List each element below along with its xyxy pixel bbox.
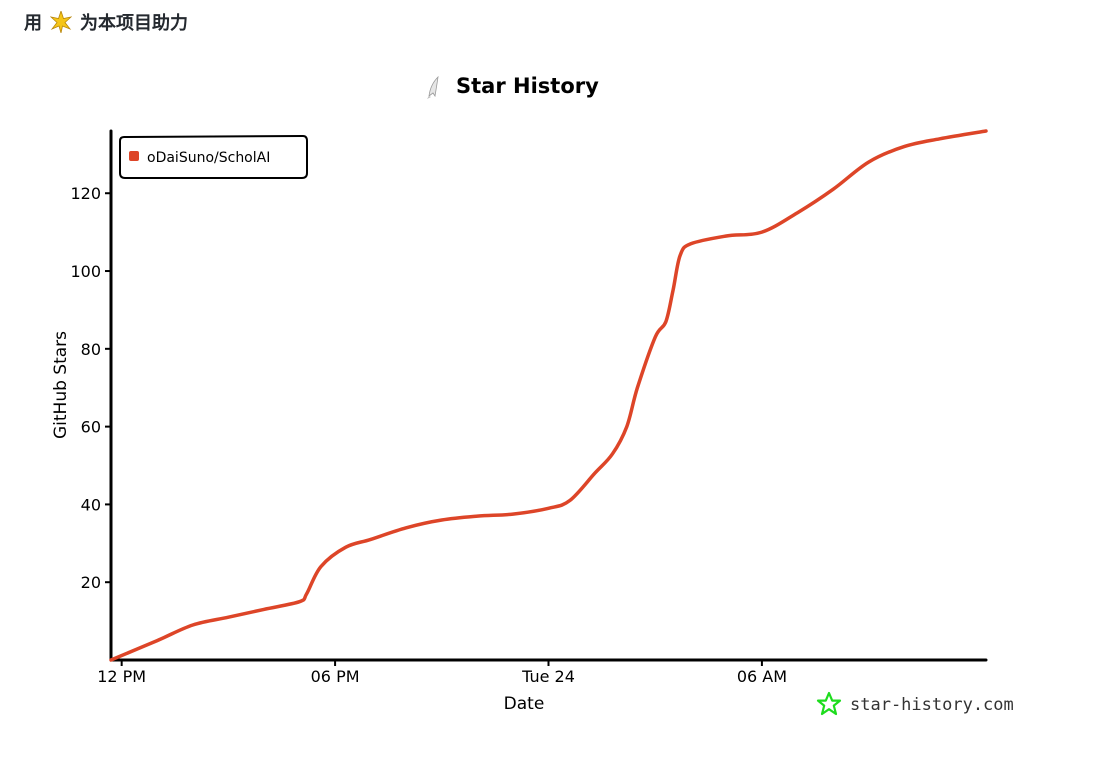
chart-title: Star History (456, 74, 599, 98)
sparkle-star-icon (50, 11, 72, 33)
x-axis-label: Date (504, 694, 545, 714)
legend-label: oDaiSuno/ScholAI (147, 150, 270, 166)
branding-text: star-history.com (850, 695, 1014, 715)
x-tick-label: 06 AM (737, 667, 787, 686)
legend: oDaiSuno/ScholAI (119, 134, 308, 179)
legend-swatch (129, 151, 139, 161)
y-axis-ticks: 20 40 60 80 100 120 (70, 184, 111, 592)
legend-box (119, 134, 308, 179)
y-tick-label: 120 (70, 184, 101, 203)
x-tick-label: 06 PM (311, 667, 360, 686)
page-header: 用 为本项目助力 (24, 9, 188, 35)
x-tick-label: 12 PM (97, 667, 146, 686)
branding: star-history.com (816, 691, 1014, 716)
header-text-after: 为本项目助力 (80, 13, 188, 34)
series-line (109, 129, 988, 662)
x-tick-label: Tue 24 (521, 667, 575, 686)
rocket-icon (427, 75, 439, 99)
header-text-before: 用 (24, 13, 42, 34)
x-axis-ticks: 12 PM 06 PM Tue 24 06 AM (97, 660, 787, 686)
star-outline-icon (816, 691, 842, 716)
y-tick-label: 100 (70, 262, 101, 281)
y-tick-label: 20 (81, 573, 101, 592)
y-axis-label: GitHub Stars (51, 331, 71, 439)
y-tick-label: 60 (81, 418, 101, 437)
chart-title-group: Star History (427, 74, 599, 99)
y-tick-label: 40 (81, 495, 101, 514)
y-tick-label: 80 (81, 340, 101, 359)
